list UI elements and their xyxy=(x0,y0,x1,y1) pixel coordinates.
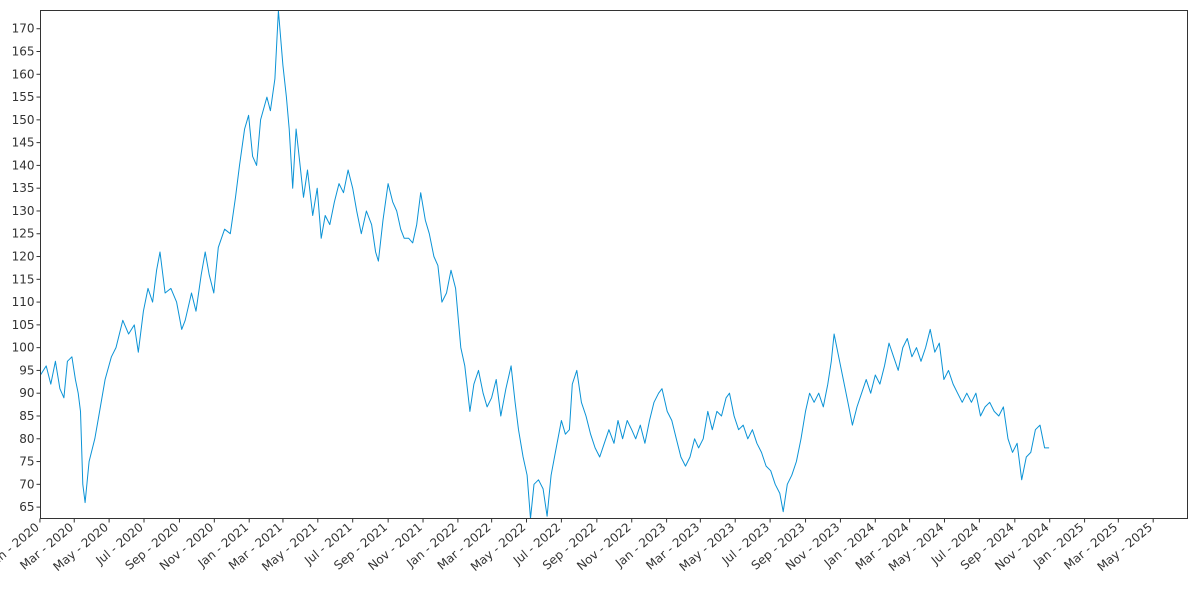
y-tick-label: 70 xyxy=(19,477,34,491)
y-tick-label: 140 xyxy=(12,158,35,172)
y-tick-label: 125 xyxy=(12,227,35,241)
y-tick-label: 95 xyxy=(19,363,34,377)
y-tick-label: 120 xyxy=(12,250,35,264)
y-tick-label: 90 xyxy=(19,386,34,400)
y-tick-label: 155 xyxy=(12,90,35,104)
series-line-0 xyxy=(40,10,1050,519)
y-tick-label: 85 xyxy=(19,409,34,423)
y-tick-label: 170 xyxy=(12,22,35,36)
y-tick-label: 80 xyxy=(19,432,34,446)
y-tick-label: 145 xyxy=(12,136,35,150)
y-axis: 65 70 75 80 85 90 95 100 105 110 115 120 125 130 135 14… xyxy=(12,22,41,514)
y-tick-label: 75 xyxy=(19,455,34,469)
y-tick-label: 150 xyxy=(12,113,35,127)
y-tick-label: 100 xyxy=(12,341,35,355)
y-tick-label: 65 xyxy=(19,500,34,514)
plot-area xyxy=(40,10,1050,519)
y-tick-label: 105 xyxy=(12,318,35,332)
y-tick-label: 135 xyxy=(12,181,35,195)
y-tick-label: 165 xyxy=(12,45,35,59)
plot-frame xyxy=(40,10,1188,519)
y-tick-label: 160 xyxy=(12,67,35,81)
y-tick-label: 110 xyxy=(12,295,35,309)
y-tick-label: 115 xyxy=(12,272,35,286)
y-tick-label: 130 xyxy=(12,204,35,218)
